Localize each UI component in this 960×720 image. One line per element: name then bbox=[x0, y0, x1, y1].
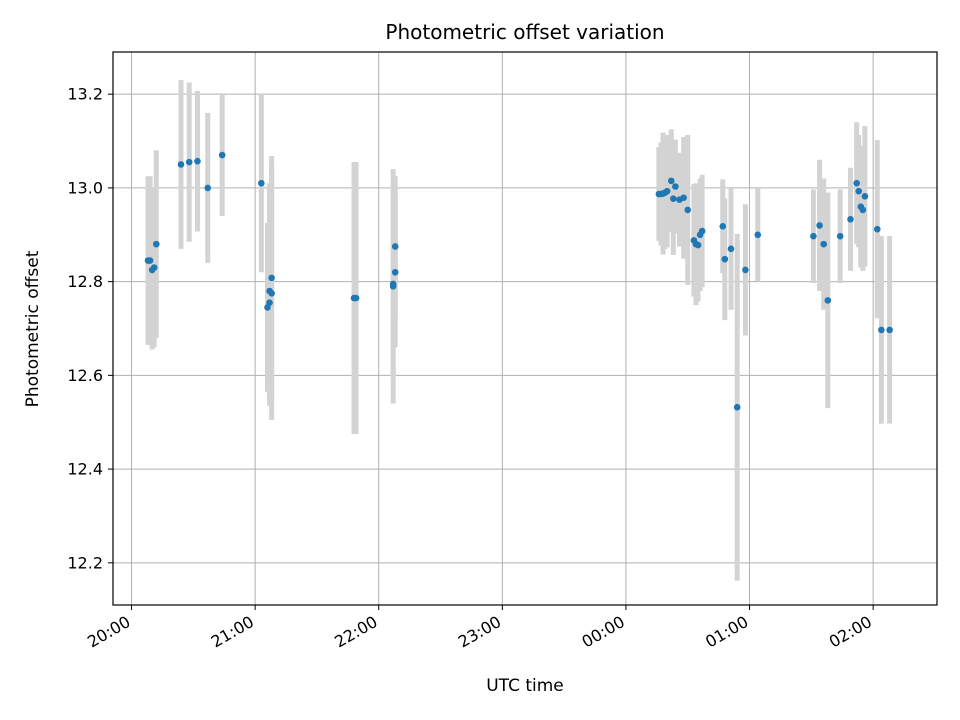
data-point bbox=[742, 266, 749, 274]
x-tick-label: 00:00 bbox=[579, 612, 628, 652]
data-point bbox=[150, 264, 158, 271]
data-point bbox=[218, 151, 226, 159]
data-point bbox=[754, 231, 762, 239]
data-point bbox=[391, 268, 399, 276]
data-point bbox=[836, 232, 844, 240]
y-tick-label: 12.2 bbox=[67, 553, 103, 572]
data-point bbox=[853, 179, 860, 187]
data-point bbox=[185, 158, 193, 166]
plot-frame bbox=[112, 51, 938, 606]
data-point bbox=[816, 222, 823, 229]
x-axis-ticks: 20:00 21:00 22:00 23:00 00:00 01:00 02:00 bbox=[84, 605, 875, 652]
data-point bbox=[194, 157, 201, 165]
data-point bbox=[667, 177, 675, 185]
data-point bbox=[847, 216, 854, 223]
y-tick-label: 12.4 bbox=[67, 460, 103, 479]
y-tick-label: 13.0 bbox=[67, 178, 103, 197]
data-point bbox=[352, 294, 360, 302]
data-point bbox=[873, 225, 881, 233]
data-point bbox=[721, 255, 729, 263]
y-tick-label: 12.8 bbox=[67, 272, 103, 291]
data-points bbox=[144, 151, 893, 411]
data-point bbox=[719, 223, 727, 230]
data-point bbox=[820, 240, 827, 248]
data-point bbox=[810, 232, 817, 240]
data-point bbox=[389, 280, 397, 288]
y-tick-label: 12.6 bbox=[67, 366, 103, 385]
grid-lines bbox=[113, 52, 937, 605]
x-tick-label: 20:00 bbox=[84, 612, 133, 652]
data-point bbox=[684, 206, 692, 214]
x-axis-label: UTC time bbox=[486, 676, 564, 696]
data-point bbox=[855, 187, 863, 195]
data-point bbox=[727, 245, 735, 253]
y-tick-label: 13.2 bbox=[67, 85, 103, 104]
data-point bbox=[266, 299, 273, 307]
data-point bbox=[824, 297, 832, 304]
data-point bbox=[694, 241, 702, 249]
data-point bbox=[268, 274, 275, 282]
data-point bbox=[268, 290, 275, 297]
data-point bbox=[177, 161, 185, 168]
data-point bbox=[698, 227, 706, 235]
data-point bbox=[152, 240, 160, 248]
data-point bbox=[680, 194, 687, 202]
data-point bbox=[258, 179, 265, 187]
x-tick-label: 01:00 bbox=[702, 612, 751, 652]
error-bars bbox=[145, 80, 893, 581]
x-tick-label: 02:00 bbox=[826, 612, 875, 652]
chart-title: Photometric offset variation bbox=[385, 20, 664, 44]
y-axis-label: Photometric offset bbox=[23, 250, 43, 407]
data-point bbox=[733, 403, 741, 411]
data-point bbox=[861, 193, 869, 200]
data-point bbox=[670, 195, 677, 202]
data-point bbox=[878, 326, 885, 334]
x-tick-label: 21:00 bbox=[208, 612, 257, 652]
x-tick-label: 22:00 bbox=[331, 612, 380, 652]
data-point bbox=[663, 187, 671, 195]
y-axis-ticks: 12.2 12.4 12.6 12.8 13.0 13.2 bbox=[67, 85, 113, 572]
data-point bbox=[146, 257, 154, 264]
data-point bbox=[886, 326, 893, 334]
data-point bbox=[391, 243, 399, 250]
data-point bbox=[204, 184, 212, 192]
data-point bbox=[859, 206, 867, 214]
x-tick-label: 23:00 bbox=[455, 612, 504, 652]
data-point bbox=[672, 183, 679, 190]
